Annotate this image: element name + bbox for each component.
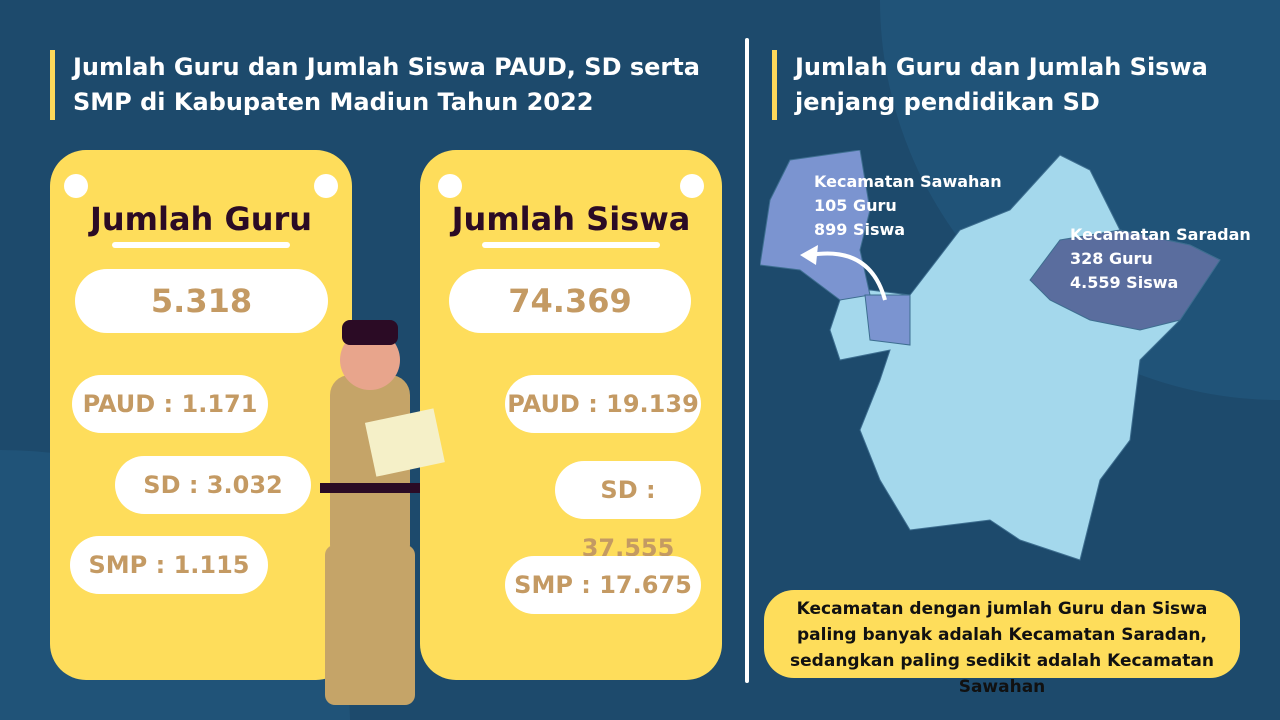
- guru-sd: SD : 3.032: [115, 456, 311, 514]
- siswa-card: Jumlah Siswa 74.369 PAUD : 19.139 SD : 3…: [420, 150, 722, 680]
- district-siswa: 4.559 Siswa: [1070, 273, 1179, 292]
- guru-paud: PAUD : 1.171: [72, 375, 268, 433]
- dot: [64, 174, 88, 198]
- district-name: Kecamatan Sawahan: [814, 172, 1002, 191]
- region-sawahan: [760, 150, 871, 301]
- siswa-smp: SMP : 17.675: [505, 556, 701, 614]
- region-saradan: [1029, 229, 1221, 331]
- dot: [314, 174, 338, 198]
- saradan-label: Kecamatan Saradan 328 Guru 4.559 Siswa: [1070, 223, 1251, 295]
- guru-smp: SMP : 1.115: [70, 536, 268, 594]
- summary-note: Kecamatan dengan jumlah Guru dan Siswa p…: [764, 590, 1240, 697]
- district-name: Kecamatan Saradan: [1070, 225, 1251, 244]
- title-line: SMP di Kabupaten Madiun Tahun 2022: [73, 88, 594, 116]
- underline: [112, 242, 290, 248]
- dot: [438, 174, 462, 198]
- dot: [680, 174, 704, 198]
- guru-heading: Jumlah Guru: [89, 200, 313, 238]
- siswa-total: 74.369: [449, 269, 691, 333]
- guru-total: 5.318: [75, 269, 328, 333]
- title-line: jenjang pendidikan SD: [795, 88, 1100, 116]
- divider: [745, 38, 749, 683]
- right-title: Jumlah Guru dan Jumlah Siswa jenjang pen…: [772, 50, 1262, 120]
- siswa-sd: SD : 37.555: [555, 461, 701, 562]
- district-guru: 328 Guru: [1070, 249, 1153, 268]
- title-line: Jumlah Guru dan Jumlah Siswa: [795, 53, 1208, 81]
- sawahan-label: Kecamatan Sawahan 105 Guru 899 Siswa: [814, 170, 1002, 242]
- underline: [482, 242, 660, 248]
- guru-card: Jumlah Guru 5.318 PAUD : 1.171 SD : 3.03…: [50, 150, 352, 680]
- district-guru: 105 Guru: [814, 196, 897, 215]
- district-siswa: 899 Siswa: [814, 220, 906, 239]
- siswa-heading: Jumlah Siswa: [451, 200, 691, 238]
- map-kabupaten-madiun: [760, 150, 1221, 561]
- title-line: Jumlah Guru dan Jumlah Siswa PAUD, SD se…: [73, 53, 700, 81]
- left-title: Jumlah Guru dan Jumlah Siswa PAUD, SD se…: [50, 50, 730, 120]
- teacher-illustration: [320, 320, 445, 705]
- siswa-paud: PAUD : 19.139: [505, 375, 701, 433]
